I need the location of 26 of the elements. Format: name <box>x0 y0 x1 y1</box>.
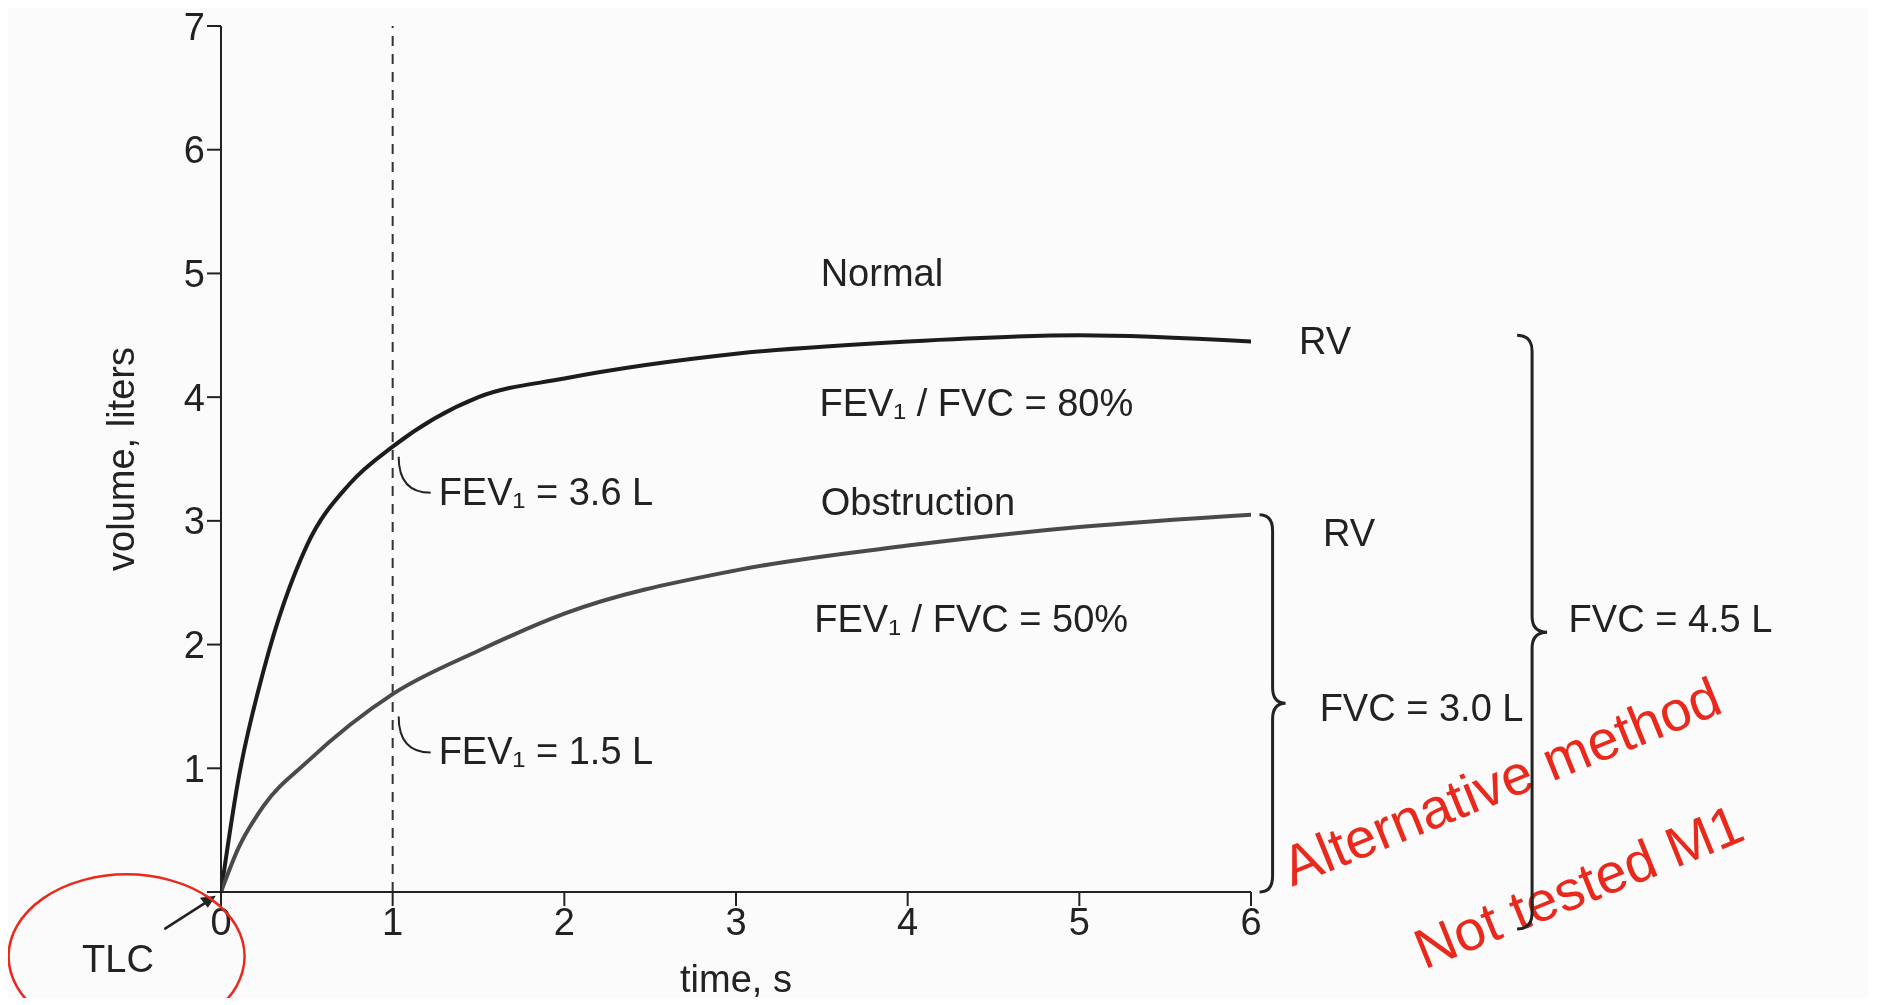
text: RV <box>1323 511 1376 554</box>
x-axis-title: time, s <box>680 958 792 1000</box>
series-label: Obstruction <box>820 480 1016 523</box>
text: RV <box>1299 319 1352 362</box>
y-tick-label: 1 <box>183 747 205 790</box>
series-label: Normal <box>820 251 944 294</box>
annotation: FEV₁ / FVC = 80% <box>819 381 1134 424</box>
y-tick-label: 4 <box>183 376 205 419</box>
y-tick-label: 7 <box>183 5 205 48</box>
x-tick-label: 6 <box>1240 900 1262 943</box>
y-tick-label: 5 <box>183 252 205 295</box>
annotation: FEV₁ / FVC = 50% <box>814 598 1129 641</box>
y-tick-label: 6 <box>183 129 205 172</box>
text: FVC = 4.5 L <box>1568 598 1773 641</box>
annotation: FEV₁ = 3.6 L <box>438 470 654 513</box>
x-tick-label: 5 <box>1068 900 1090 943</box>
y-tick-label: 2 <box>183 624 205 667</box>
y-tick-label: 3 <box>183 500 205 543</box>
y-axis-title: volume, liters <box>100 347 143 571</box>
text: TLC <box>82 938 154 981</box>
annotation: FEV₁ = 1.5 L <box>438 730 654 773</box>
x-tick-label: 3 <box>725 900 747 943</box>
x-tick-label: 4 <box>897 900 919 943</box>
x-tick-label: 2 <box>553 900 575 943</box>
text: FVC = 3.0 L <box>1319 687 1524 730</box>
x-tick-label: 1 <box>382 900 404 943</box>
